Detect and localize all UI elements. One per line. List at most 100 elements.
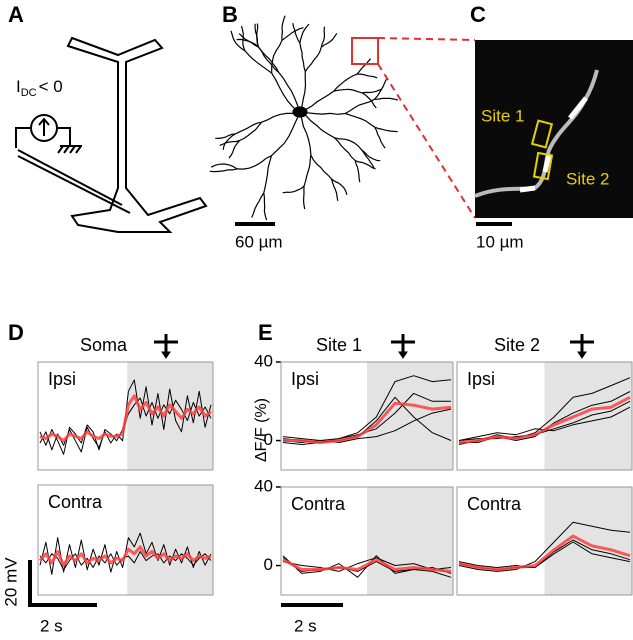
y-axis-label: ΔF/F (%) [253, 398, 270, 462]
neurite [354, 160, 361, 183]
neuron-reconstruction [209, 15, 398, 221]
plot-frame [456, 486, 633, 596]
stimulus-period [367, 487, 453, 595]
neurite [320, 26, 326, 48]
neurite [271, 111, 301, 157]
neurite [228, 140, 241, 159]
neurite [240, 25, 246, 51]
mean-trace [38, 545, 212, 567]
trace [282, 375, 452, 441]
panel-label: A [8, 2, 24, 27]
neurite [333, 73, 358, 92]
y-tick-label: 0 [264, 430, 273, 449]
neurite [278, 71, 301, 113]
trace [282, 557, 452, 572]
neurite [219, 139, 240, 146]
neurite [299, 111, 335, 139]
neurite [356, 73, 378, 79]
current-subscript: DC [21, 87, 37, 99]
panel-label: D [8, 320, 24, 345]
neurite [271, 40, 283, 74]
soma [292, 106, 308, 118]
neurite [209, 168, 238, 173]
column-title: Site 1 [316, 335, 362, 355]
neurite [292, 22, 301, 44]
panel-label: E [258, 320, 273, 345]
neurite [374, 97, 398, 101]
plot-frame [280, 486, 454, 596]
neurite [244, 50, 273, 74]
plot-title: Contra [467, 494, 522, 514]
neurite [299, 42, 306, 72]
neurite [356, 58, 372, 75]
stimulus-period [127, 485, 213, 595]
current-relation: < 0 [39, 77, 63, 96]
neurite [210, 163, 238, 170]
neurite [320, 33, 338, 48]
plot-title: Contra [291, 494, 346, 514]
neurite [330, 178, 339, 202]
neurite [304, 47, 322, 73]
neurite [345, 112, 376, 128]
neurite [354, 159, 376, 170]
plot-title: Ipsi [291, 369, 319, 389]
mean-trace [283, 401, 452, 444]
trace [458, 521, 631, 572]
mean-trace [282, 558, 452, 573]
neurite [299, 71, 307, 113]
zoom-box [351, 37, 379, 65]
neurite [333, 137, 356, 161]
trace [282, 396, 452, 445]
neurite [236, 155, 272, 170]
site-label: Site 2 [566, 169, 609, 188]
neurite [362, 88, 383, 94]
neurite [222, 133, 236, 150]
scale-label: 10 µm [476, 232, 524, 251]
neurite [257, 46, 280, 73]
plot-frame [456, 361, 633, 471]
stimulus-markers [154, 334, 594, 359]
neurite [361, 149, 381, 162]
neurite [333, 88, 363, 94]
neurite [251, 192, 265, 218]
neurite [331, 178, 348, 195]
scale-label: 20 mV [1, 557, 20, 607]
site-label: Site 1 [481, 106, 524, 125]
neurite [235, 121, 262, 135]
plot-title: Ipsi [48, 369, 76, 389]
neurite [374, 78, 387, 100]
plot-title: Contra [48, 492, 103, 512]
stimulus-period [544, 487, 632, 595]
neurite [361, 92, 377, 109]
trace [458, 541, 631, 568]
zoom-line [377, 37, 476, 41]
mean-trace [458, 395, 631, 444]
neurite [282, 185, 305, 194]
y-tick-label: 0 [264, 555, 273, 574]
dendrite-bright [519, 96, 588, 193]
neurite [238, 33, 259, 48]
neurite [239, 121, 263, 142]
neurite [374, 126, 398, 133]
scale-label: 2 s [40, 616, 63, 635]
neurite [281, 27, 304, 41]
neurite [299, 111, 312, 155]
neurite [299, 23, 310, 44]
plot-frame [37, 484, 214, 596]
stimulus-period [367, 362, 453, 470]
neurite [344, 98, 375, 115]
mean-trace [39, 394, 212, 443]
y-tick-label: 40 [254, 476, 273, 495]
neurite [281, 15, 286, 41]
current-symbol: I [16, 77, 21, 96]
scale-label: 2 s [294, 616, 317, 635]
zoom-line [377, 63, 476, 219]
plot-frame [280, 361, 454, 471]
neurite [302, 185, 306, 210]
roi [530, 119, 554, 149]
neurite [334, 137, 363, 151]
y-tick-label: 40 [254, 351, 273, 370]
current-label: IDC < 0 [16, 77, 63, 98]
column-title: Site 2 [494, 335, 540, 355]
